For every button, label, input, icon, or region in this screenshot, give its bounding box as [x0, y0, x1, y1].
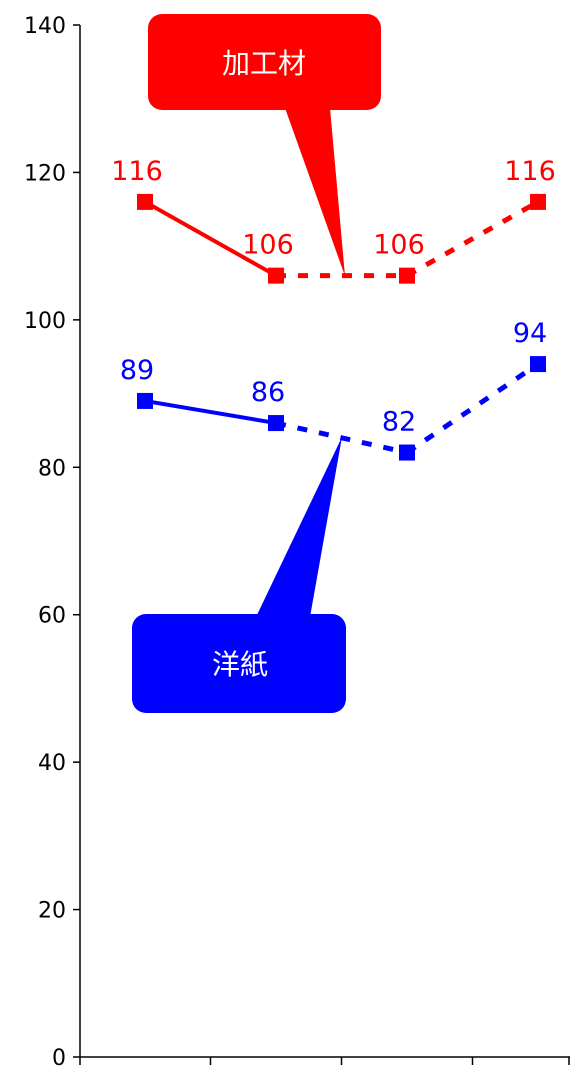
data-label: 106	[242, 230, 294, 261]
callouts: 加工材 洋紙	[132, 14, 381, 713]
series-callout-label-blue: 洋紙	[212, 648, 268, 681]
data-point-marker	[268, 415, 284, 432]
series-1: 116 106 106 116	[111, 156, 556, 284]
data-point-marker	[530, 356, 546, 373]
data-label: 89	[120, 355, 154, 386]
data-point-marker	[399, 267, 415, 284]
data-label: 94	[513, 318, 547, 349]
data-point-marker	[137, 392, 153, 409]
series-callout-box-blue	[132, 614, 346, 713]
series-callout-pointer-blue	[256, 437, 342, 617]
series-2: 89 86 82 94	[120, 318, 547, 461]
data-point-marker	[137, 193, 153, 210]
data-label: 116	[504, 156, 556, 187]
series-callout-box-red	[148, 14, 381, 110]
y-tick-label: 120	[24, 161, 66, 186]
data-label: 86	[251, 377, 285, 408]
y-tick-label: 20	[38, 899, 66, 924]
data-label: 116	[111, 156, 163, 187]
data-label: 106	[373, 230, 425, 261]
series-callout-pointer-red	[285, 108, 345, 276]
data-label: 82	[382, 407, 416, 438]
data-point-marker	[268, 267, 284, 284]
series-line-dashed	[405, 199, 540, 278]
series-line-solid	[144, 398, 277, 426]
series-callout-label-red: 加工材	[222, 47, 306, 80]
series-lines: 116 106 106 116 89 86 82 94	[111, 156, 556, 461]
y-tick-label: 80	[38, 456, 66, 481]
y-tick-label: 60	[38, 604, 66, 629]
data-point-marker	[399, 444, 415, 461]
data-point-marker	[530, 193, 546, 210]
series-line-dashed	[405, 362, 540, 455]
y-tick-label: 0	[52, 1046, 66, 1071]
axes: 0 20 40 60 80 100 120 140	[24, 14, 570, 1071]
series-line-dashed	[275, 420, 408, 455]
y-tick-label: 40	[38, 751, 66, 776]
y-tick-label: 100	[24, 309, 66, 334]
series-line-solid	[144, 200, 277, 278]
y-tick-label: 140	[24, 14, 66, 39]
